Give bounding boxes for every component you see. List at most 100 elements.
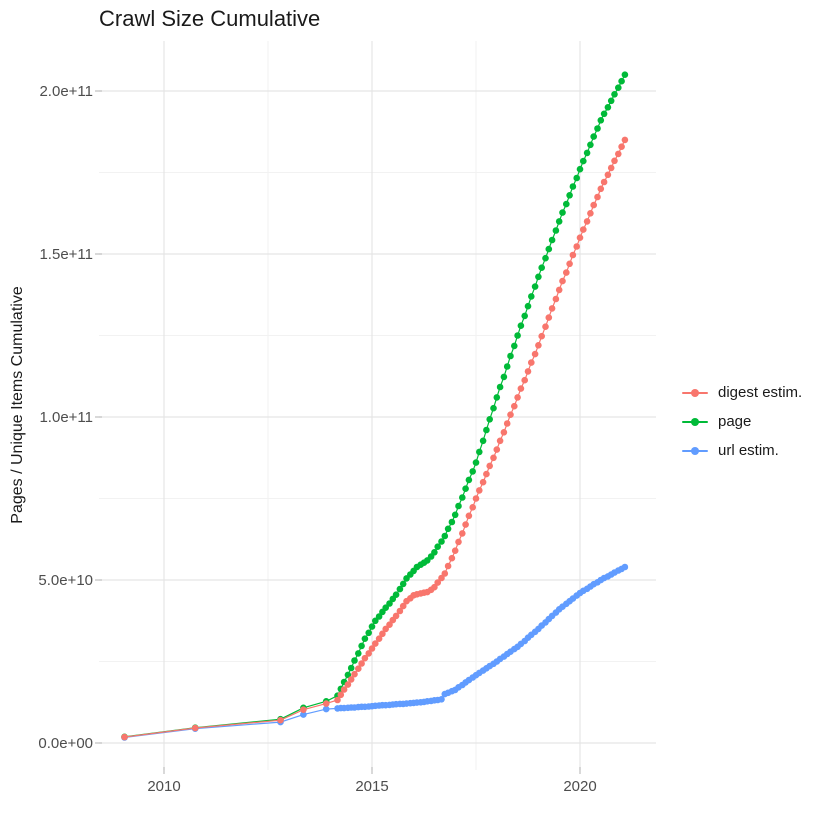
data-point bbox=[566, 192, 573, 199]
data-point bbox=[483, 426, 490, 434]
data-point bbox=[587, 141, 594, 149]
data-point bbox=[521, 312, 528, 320]
data-point bbox=[355, 650, 362, 657]
data-point bbox=[358, 660, 365, 667]
data-point bbox=[590, 201, 597, 209]
data-point bbox=[351, 657, 358, 664]
data-point bbox=[386, 621, 393, 628]
data-point bbox=[500, 373, 508, 381]
data-point bbox=[469, 468, 477, 475]
series-page bbox=[121, 71, 629, 741]
data-point bbox=[597, 185, 605, 193]
data-point bbox=[566, 260, 573, 268]
axis-ticks: 2010 2015 2020 0.0e+00 5.0e+10 1.0e+11 1.5e+11… bbox=[38, 83, 596, 795]
data-point bbox=[372, 640, 379, 647]
series-digest-estim- bbox=[121, 136, 629, 741]
data-point bbox=[472, 495, 480, 502]
data-point bbox=[531, 350, 539, 358]
data-point bbox=[548, 305, 556, 312]
data-point bbox=[386, 600, 393, 607]
data-point bbox=[382, 604, 390, 611]
data-point bbox=[361, 654, 369, 662]
data-point bbox=[511, 402, 518, 410]
data-point bbox=[490, 454, 497, 462]
data-point bbox=[368, 645, 376, 652]
data-point bbox=[382, 625, 390, 633]
y-tick-label: 1.5e+11 bbox=[39, 246, 93, 263]
data-point bbox=[615, 150, 622, 158]
data-point bbox=[493, 394, 501, 401]
legend-label: digest estim. bbox=[718, 384, 803, 401]
data-point bbox=[375, 635, 383, 642]
data-point bbox=[375, 613, 383, 620]
data-point bbox=[583, 149, 591, 157]
data-point bbox=[372, 617, 379, 625]
data-point bbox=[503, 363, 511, 370]
data-point bbox=[517, 385, 525, 392]
data-point bbox=[448, 518, 456, 526]
data-point bbox=[476, 487, 483, 494]
data-point bbox=[300, 711, 307, 718]
legend-item-digest-estim: digest estim. bbox=[682, 378, 802, 407]
data-point bbox=[594, 125, 601, 132]
data-point bbox=[399, 602, 407, 610]
data-point bbox=[524, 368, 532, 375]
data-point bbox=[344, 681, 352, 688]
data-point bbox=[597, 117, 605, 124]
data-point bbox=[355, 665, 362, 672]
data-point bbox=[431, 549, 438, 556]
data-point bbox=[503, 420, 511, 427]
y-tick-label: 2.0e+11 bbox=[39, 83, 93, 100]
data-point bbox=[576, 165, 584, 173]
legend-marker-digest-estim-icon bbox=[682, 386, 708, 400]
data-point bbox=[438, 538, 445, 545]
chart-title: Crawl Size Cumulative bbox=[99, 6, 321, 31]
data-point bbox=[552, 227, 560, 234]
data-point bbox=[334, 696, 341, 704]
data-point bbox=[392, 591, 400, 598]
data-point bbox=[611, 157, 618, 165]
data-point bbox=[594, 193, 601, 201]
data-point bbox=[392, 612, 400, 620]
data-point bbox=[604, 104, 612, 111]
data-point bbox=[434, 543, 442, 550]
data-point bbox=[451, 547, 459, 554]
data-point bbox=[535, 273, 542, 281]
data-point bbox=[583, 218, 591, 225]
data-point bbox=[535, 342, 542, 349]
data-point bbox=[434, 579, 442, 586]
data-point bbox=[580, 157, 587, 165]
data-point bbox=[590, 133, 597, 140]
legend-marker-page-icon bbox=[682, 415, 708, 429]
series-line bbox=[124, 74, 626, 738]
x-tick-label: 2010 bbox=[147, 778, 180, 795]
data-point bbox=[486, 416, 494, 423]
data-point bbox=[569, 251, 577, 259]
data-point bbox=[528, 359, 535, 366]
data-point bbox=[542, 254, 549, 262]
data-point bbox=[351, 670, 358, 678]
data-point bbox=[358, 642, 365, 650]
data-point bbox=[607, 164, 615, 172]
data-point bbox=[465, 476, 473, 484]
data-point bbox=[469, 504, 477, 511]
data-point bbox=[462, 521, 469, 528]
data-point bbox=[490, 404, 497, 412]
data-point bbox=[555, 286, 563, 294]
data-point bbox=[448, 554, 456, 562]
data-point bbox=[277, 716, 284, 724]
data-point bbox=[361, 635, 369, 642]
data-point bbox=[600, 110, 608, 118]
data-point bbox=[368, 623, 376, 630]
data-point bbox=[347, 664, 355, 672]
data-point bbox=[379, 630, 386, 638]
data-point bbox=[496, 437, 504, 445]
data-point bbox=[476, 448, 483, 456]
data-point bbox=[444, 525, 452, 533]
data-point bbox=[521, 376, 528, 384]
data-point bbox=[486, 462, 494, 470]
data-point bbox=[441, 532, 449, 540]
data-point bbox=[347, 676, 355, 683]
x-tick-label: 2020 bbox=[563, 778, 596, 795]
